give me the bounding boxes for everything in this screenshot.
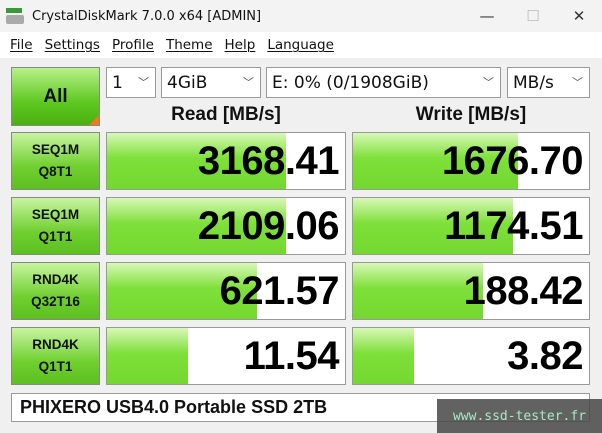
size-select[interactable]: 4GiB ﹀ bbox=[161, 67, 261, 98]
chevron-down-icon: ﹀ bbox=[243, 76, 254, 89]
read-bar bbox=[107, 263, 257, 319]
maximize-button[interactable]: ☐ bbox=[526, 7, 540, 25]
read-result: 11.54 bbox=[106, 327, 346, 385]
menu-file[interactable]: File bbox=[10, 37, 33, 53]
write-bar bbox=[353, 263, 483, 319]
title-bar: CrystalDiskMark 7.0.0 x64 [ADMIN] — ☐ ✕ bbox=[0, 0, 602, 32]
test-button[interactable]: SEQ1M Q1T1 bbox=[11, 197, 100, 255]
minimize-button[interactable]: — bbox=[479, 7, 495, 25]
read-bar bbox=[107, 198, 286, 254]
menu-language[interactable]: Language bbox=[267, 37, 334, 53]
chevron-down-icon: ﹀ bbox=[138, 76, 149, 89]
unit-select[interactable]: MB/s ﹀ bbox=[507, 67, 590, 98]
write-header: Write [MB/s] bbox=[415, 104, 527, 125]
drive-select[interactable]: E: 0% (0/1908GiB) ﹀ bbox=[266, 67, 501, 98]
write-value: 1174.51 bbox=[444, 203, 583, 248]
drive-name: PHIXERO USB4.0 Portable SSD 2TB bbox=[20, 397, 328, 417]
all-label: All bbox=[43, 85, 68, 107]
unit-value: MB/s bbox=[513, 72, 554, 93]
read-value: 3168.41 bbox=[197, 138, 340, 183]
menu-profile[interactable]: Profile bbox=[111, 37, 154, 53]
write-value: 3.82 bbox=[507, 333, 583, 378]
read-result: 2109.06 bbox=[106, 197, 346, 255]
menu-theme[interactable]: Theme bbox=[165, 37, 213, 53]
read-header: Read [MB/s] bbox=[171, 104, 281, 125]
close-button[interactable]: ✕ bbox=[572, 7, 586, 25]
write-result: 3.82 bbox=[352, 327, 590, 385]
window-title: CrystalDiskMark 7.0.0 x64 [ADMIN] bbox=[32, 8, 262, 24]
read-bar bbox=[107, 133, 286, 189]
test-name: SEQ1M bbox=[31, 207, 80, 222]
read-value: 621.57 bbox=[219, 268, 340, 313]
menu-help[interactable]: Help bbox=[224, 37, 256, 53]
test-params: Q1T1 bbox=[38, 229, 73, 244]
chevron-down-icon: ﹀ bbox=[483, 76, 494, 89]
count-select[interactable]: 1 ﹀ bbox=[106, 67, 156, 98]
menu-bar: File Settings Profile Theme Help Languag… bbox=[0, 32, 602, 58]
write-bar bbox=[353, 328, 415, 384]
test-name: SEQ1M bbox=[31, 142, 80, 157]
test-button[interactable]: RND4K Q1T1 bbox=[11, 327, 100, 385]
write-result: 1174.51 bbox=[352, 197, 590, 255]
test-button[interactable]: SEQ1M Q8T1 bbox=[11, 132, 100, 190]
all-button[interactable]: All bbox=[11, 67, 100, 126]
drive-value: E: 0% (0/1908GiB) bbox=[272, 72, 429, 93]
read-result: 621.57 bbox=[106, 262, 346, 320]
write-bar bbox=[353, 133, 519, 189]
write-bar bbox=[353, 198, 514, 254]
test-params: Q8T1 bbox=[38, 164, 73, 179]
read-value: 11.54 bbox=[243, 333, 340, 378]
size-value: 4GiB bbox=[167, 72, 208, 93]
count-value: 1 bbox=[112, 72, 123, 93]
app-icon bbox=[6, 8, 24, 24]
test-params: Q1T1 bbox=[38, 359, 73, 374]
read-value: 2109.06 bbox=[197, 203, 340, 248]
read-bar bbox=[107, 328, 188, 384]
watermark: www.ssd-tester.fr bbox=[437, 399, 602, 433]
chevron-down-icon: ﹀ bbox=[572, 76, 583, 89]
write-value: 188.42 bbox=[463, 268, 584, 313]
write-result: 1676.70 bbox=[352, 132, 590, 190]
test-button[interactable]: RND4K Q32T16 bbox=[11, 262, 100, 320]
test-name: RND4K bbox=[32, 272, 79, 287]
menu-settings[interactable]: Settings bbox=[44, 37, 100, 53]
write-result: 188.42 bbox=[352, 262, 590, 320]
write-value: 1676.70 bbox=[441, 138, 584, 183]
read-result: 3168.41 bbox=[106, 132, 346, 190]
test-name: RND4K bbox=[32, 337, 79, 352]
test-params: Q32T16 bbox=[31, 294, 80, 309]
